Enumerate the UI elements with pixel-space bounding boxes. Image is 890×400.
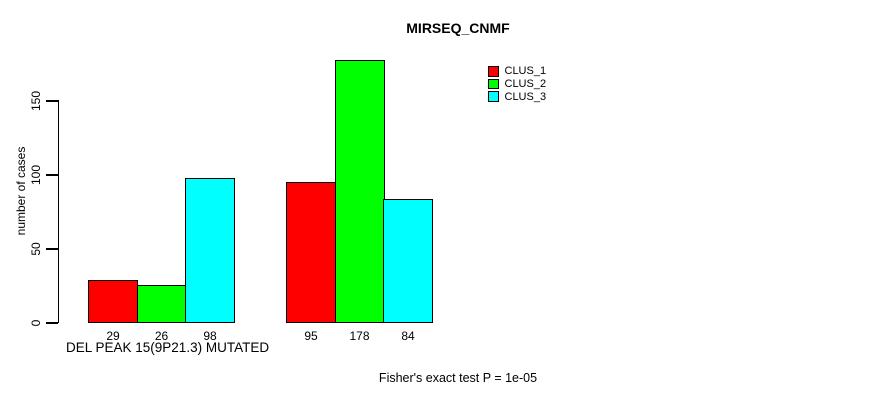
bar-value-label: 178 [349,329,370,343]
bar-clus_3-group2 [383,198,433,323]
y-tick-mark [46,248,58,250]
x-axis-label: DEL PEAK 15(9P21.3) MUTATED [66,340,270,355]
y-axis-line [57,100,59,323]
y-tick-mark [46,174,58,176]
bar-clus_2-group2 [334,59,385,323]
bar-value-label: 26 [154,329,169,343]
bar-value-label: 95 [304,329,318,343]
y-tick-mark [46,100,58,102]
bar-clus_1-group1 [88,280,138,323]
y-tick-label: 100 [29,164,43,186]
bar-clus_1-group2 [286,182,336,323]
legend-swatch-icon [488,78,499,90]
y-tick-label: 50 [29,242,43,256]
legend-swatch-icon [488,91,499,102]
legend-item-clus_2: CLUS_2 [488,78,546,91]
legend-label: CLUS_3 [504,90,547,103]
chart-title: MIRSEQ_CNMF [406,20,510,36]
bar-clus_3-group1 [185,177,235,323]
bar-value-label: 98 [203,329,217,343]
bar-clus_2-group1 [136,284,187,323]
y-tick-label: 150 [29,90,43,112]
legend-label: CLUS_1 [504,65,547,78]
legend-swatch-icon [488,66,499,77]
stat-annotation: Fisher's exact test P = 1e-05 [378,371,538,385]
legend-item-clus_1: CLUS_1 [488,65,546,78]
y-axis-title: number of cases [14,146,28,236]
legend-item-clus_3: CLUS_3 [488,90,546,103]
bar-value-label: 29 [106,329,120,343]
y-tick-mark [46,322,58,324]
legend: CLUS_1 CLUS_2 CLUS_3 [488,65,546,103]
legend-label: CLUS_2 [504,78,547,91]
bar-value-label: 84 [401,329,415,343]
y-tick-label: 0 [29,319,43,327]
